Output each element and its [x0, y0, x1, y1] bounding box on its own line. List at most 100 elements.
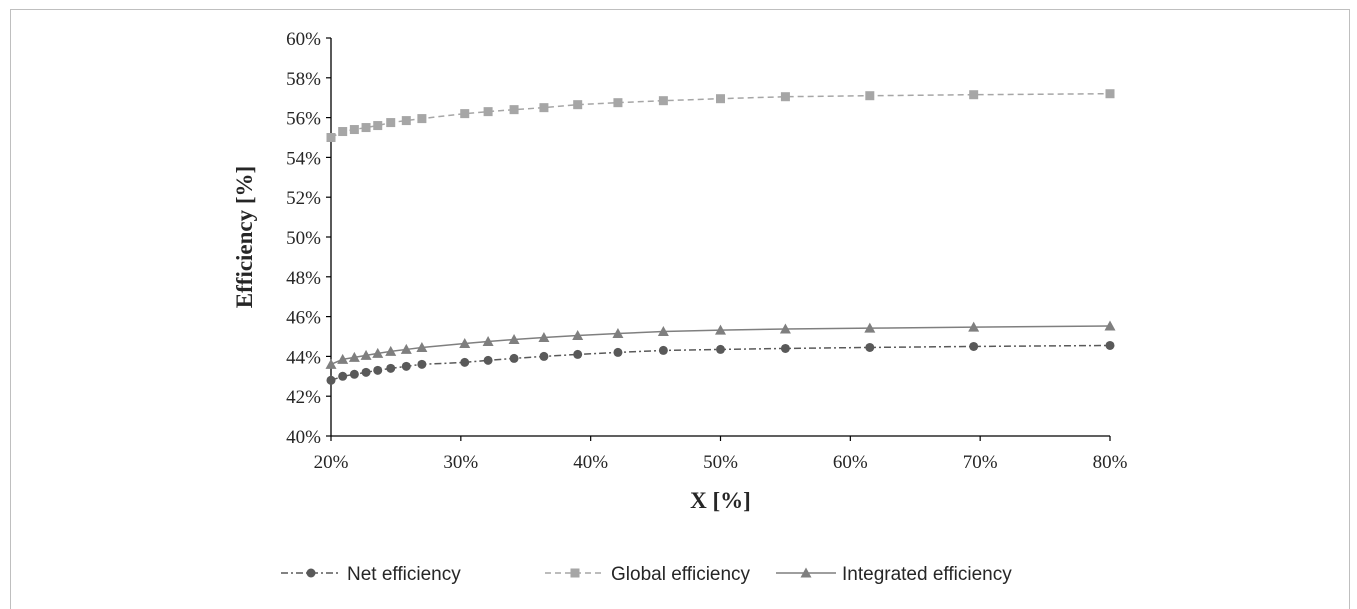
series-square	[326, 89, 1115, 142]
y-tick-label: 44%	[286, 347, 321, 368]
chart-frame	[10, 9, 1350, 609]
series-line	[330, 344, 1111, 381]
data-point	[326, 133, 336, 142]
data-point	[483, 107, 493, 117]
x-axis-ticks: 20% 30% 40% 50% 60% 70% 80%	[314, 436, 1128, 473]
x-tick-label: 20%	[314, 452, 349, 473]
legend-item: Global efficiency	[545, 564, 751, 585]
y-tick-label: 52%	[286, 188, 321, 209]
y-tick-label: 46%	[286, 308, 321, 329]
data-point	[780, 343, 790, 353]
data-point	[509, 105, 519, 115]
data-point	[969, 341, 979, 351]
data-point	[509, 353, 519, 363]
data-point	[459, 337, 471, 348]
series-triangle	[325, 320, 1116, 369]
data-point	[361, 123, 371, 133]
data-point	[658, 96, 668, 106]
x-tick-label: 30%	[443, 452, 478, 473]
data-point	[865, 342, 875, 352]
data-point	[348, 351, 360, 362]
data-point	[360, 349, 372, 360]
y-tick-label: 40%	[286, 427, 321, 448]
y-tick-label: 54%	[286, 148, 321, 169]
data-point	[613, 347, 623, 357]
data-point	[539, 103, 549, 113]
data-point	[337, 353, 349, 364]
data-point	[968, 321, 980, 332]
data-point	[386, 118, 396, 128]
data-point	[573, 349, 583, 359]
data-point	[539, 351, 549, 361]
data-point	[385, 345, 397, 356]
data-point	[612, 328, 624, 339]
data-point	[779, 323, 791, 334]
data-point	[508, 333, 520, 344]
data-point	[349, 125, 359, 135]
data-point	[716, 94, 725, 104]
legend-marker	[570, 568, 580, 578]
data-point	[373, 365, 383, 375]
x-tick-label: 50%	[703, 452, 738, 473]
y-tick-label: 42%	[286, 387, 321, 408]
y-axis-ticks: 40% 42% 44% 46% 48% 50% 52% 54% 56% 58% 60%	[286, 29, 331, 448]
data-point	[716, 344, 725, 354]
x-axis-title: X [%]	[690, 488, 751, 513]
data-point	[1104, 320, 1116, 331]
data-point	[1105, 340, 1115, 350]
data-point	[538, 331, 550, 342]
data-point	[338, 371, 348, 381]
y-axis-title: Efficiency [%]	[232, 166, 257, 308]
legend-label: Net efficiency	[347, 564, 461, 585]
data-point	[325, 358, 337, 369]
data-point	[460, 109, 470, 119]
data-point	[361, 367, 371, 377]
data-point	[865, 91, 875, 101]
data-point	[482, 335, 494, 346]
y-tick-label: 48%	[286, 268, 321, 289]
x-tick-label: 70%	[963, 452, 998, 473]
data-point	[401, 361, 411, 371]
y-tick-label: 58%	[286, 69, 321, 90]
data-point	[386, 363, 396, 373]
data-point	[864, 322, 876, 333]
data-point	[373, 121, 383, 131]
x-tick-label: 80%	[1093, 452, 1128, 473]
data-point	[483, 355, 493, 365]
y-tick-label: 56%	[286, 109, 321, 130]
legend-item: Integrated efficiency	[776, 564, 1012, 585]
data-point	[969, 90, 979, 100]
data-point	[572, 330, 584, 341]
data-point	[326, 375, 336, 385]
series-layer	[325, 89, 1116, 385]
legend-item: Net efficiency	[281, 564, 461, 585]
data-point	[417, 114, 427, 124]
data-point	[658, 345, 668, 355]
data-point	[780, 92, 790, 102]
x-tick-label: 60%	[833, 452, 868, 473]
data-point	[657, 326, 669, 337]
data-point	[401, 116, 411, 126]
data-point	[1105, 89, 1115, 99]
legend-marker	[800, 567, 812, 578]
legend: Net efficiency Global efficiency Integrate…	[281, 564, 1012, 585]
data-point	[349, 369, 359, 379]
data-point	[400, 343, 412, 354]
data-point	[416, 341, 428, 352]
data-point	[460, 357, 470, 367]
data-point	[715, 324, 726, 335]
y-tick-label: 60%	[286, 29, 321, 50]
y-tick-label: 50%	[286, 228, 321, 249]
data-point	[613, 98, 623, 108]
data-point	[372, 347, 384, 358]
legend-label: Global efficiency	[611, 564, 751, 585]
series-line	[330, 92, 1111, 139]
legend-marker	[306, 568, 316, 578]
data-point	[338, 127, 348, 137]
legend-label: Integrated efficiency	[842, 564, 1012, 585]
data-point	[417, 359, 427, 369]
x-tick-label: 40%	[573, 452, 608, 473]
series-circle	[326, 340, 1115, 385]
data-point	[573, 100, 583, 110]
